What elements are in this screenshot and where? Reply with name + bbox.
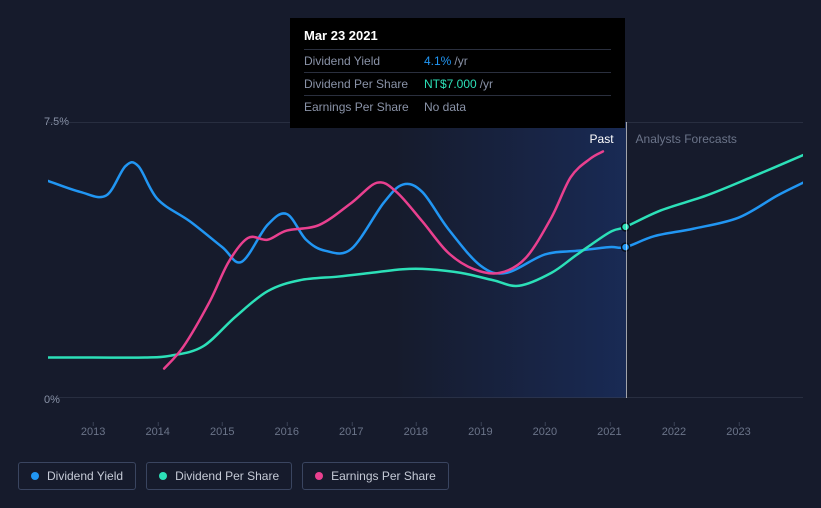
tooltip-row-value: 4.1%/yr — [424, 54, 468, 68]
x-tick: 2022 — [662, 426, 686, 438]
tooltip-row-unit: /yr — [454, 54, 467, 68]
legend-dot-icon — [159, 472, 167, 480]
x-tick: 2020 — [533, 426, 557, 438]
legend-label: Dividend Per Share — [175, 469, 279, 483]
forecast-region-label: Analysts Forecasts — [636, 132, 737, 146]
x-tick: 2021 — [597, 426, 621, 438]
chart-tooltip: Mar 23 2021 Dividend Yield4.1%/yrDividen… — [290, 18, 625, 128]
series-dividend_yield — [48, 162, 803, 273]
x-tick: 2015 — [210, 426, 234, 438]
tooltip-row-value: NT$7.000/yr — [424, 77, 493, 91]
x-tick: 2017 — [339, 426, 363, 438]
legend-item[interactable]: Dividend Yield — [18, 462, 136, 490]
dividend-chart: 7.5% 0% Past Analysts Forecasts 20132014… — [18, 100, 803, 420]
tooltip-row-label: Earnings Per Share — [304, 100, 424, 114]
x-tick: 2019 — [468, 426, 492, 438]
series-earnings_per_share — [164, 151, 603, 368]
tooltip-row-label: Dividend Yield — [304, 54, 424, 68]
tooltip-row-label: Dividend Per Share — [304, 77, 424, 91]
legend-item[interactable]: Dividend Per Share — [146, 462, 292, 490]
x-tick: 2018 — [404, 426, 428, 438]
legend-dot-icon — [31, 472, 39, 480]
legend-label: Dividend Yield — [47, 469, 123, 483]
legend-label: Earnings Per Share — [331, 469, 436, 483]
x-tick: 2016 — [275, 426, 299, 438]
legend-item[interactable]: Earnings Per Share — [302, 462, 449, 490]
tooltip-row: Dividend Per ShareNT$7.000/yr — [304, 73, 611, 96]
x-tick: 2013 — [81, 426, 105, 438]
tooltip-row-unit: /yr — [480, 77, 493, 91]
tooltip-row: Dividend Yield4.1%/yr — [304, 50, 611, 73]
past-region-label: Past — [590, 132, 614, 146]
tooltip-row: Earnings Per ShareNo data — [304, 96, 611, 118]
legend-dot-icon — [315, 472, 323, 480]
chart-legend: Dividend Yield Dividend Per Share Earnings… — [18, 462, 449, 490]
x-tick: 2023 — [726, 426, 750, 438]
x-axis: 2013 2014 2015 2016 2017 2018 2019 2020 2021 2022… — [48, 422, 803, 438]
tooltip-date: Mar 23 2021 — [304, 28, 611, 50]
series-dividend_per_share — [48, 155, 803, 358]
x-tick: 2014 — [145, 426, 169, 438]
current-date-line — [626, 122, 627, 398]
chart-plot-area[interactable] — [48, 122, 803, 398]
tooltip-row-value: No data — [424, 100, 469, 114]
